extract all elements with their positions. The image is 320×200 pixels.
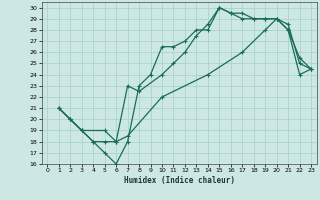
X-axis label: Humidex (Indice chaleur): Humidex (Indice chaleur) (124, 176, 235, 185)
